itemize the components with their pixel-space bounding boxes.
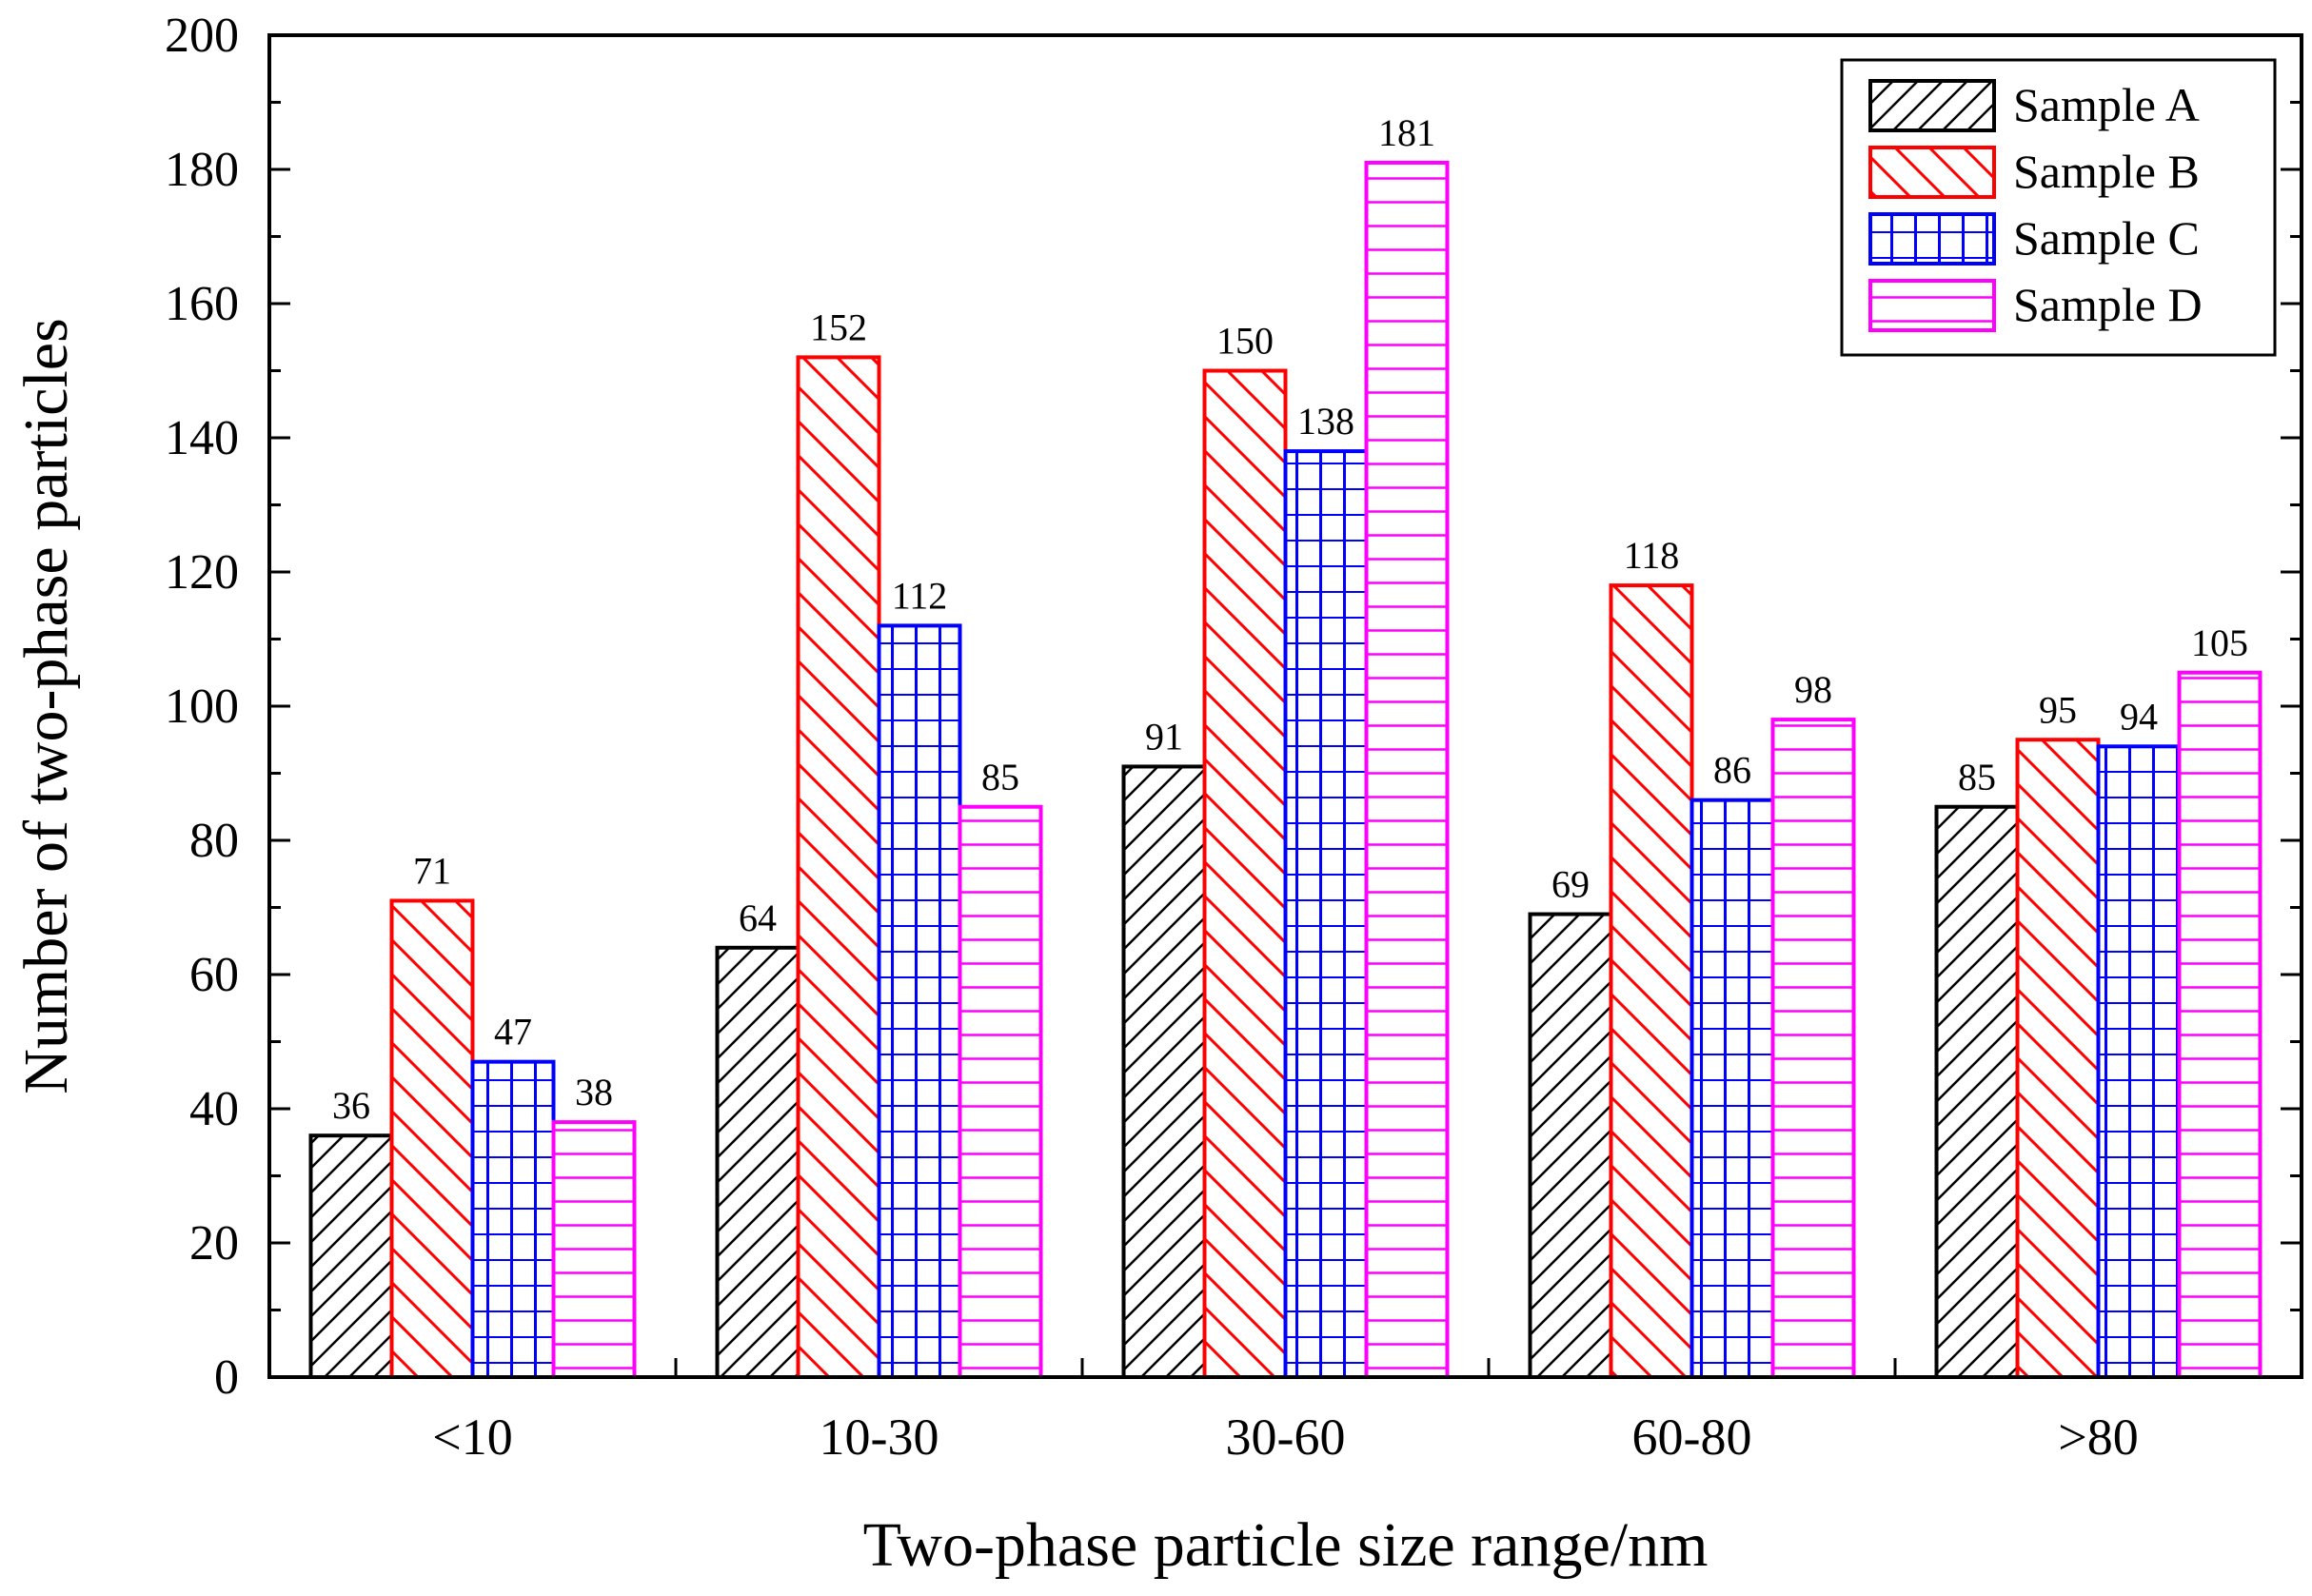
data-label: 105 xyxy=(2191,621,2248,664)
data-label: 94 xyxy=(2120,695,2158,738)
data-label: 38 xyxy=(575,1071,613,1113)
y-axis-title: Number of two-phase particles xyxy=(11,318,81,1094)
bars-layer xyxy=(308,160,2263,1380)
data-label: 181 xyxy=(1378,111,1435,154)
legend-swatch xyxy=(1868,212,1996,266)
data-label: 118 xyxy=(1624,534,1680,577)
bar-sample-a-0 xyxy=(308,1133,394,1379)
bar-sample-c-3 xyxy=(1690,798,1775,1379)
bar-sample-b-3 xyxy=(1609,583,1694,1379)
data-label: 86 xyxy=(1713,749,1751,792)
y-tick-label: 40 xyxy=(189,1082,239,1136)
data-label: 69 xyxy=(1551,863,1590,906)
data-label: 47 xyxy=(494,1011,532,1054)
data-label: 91 xyxy=(1145,715,1183,758)
bar-sample-a-3 xyxy=(1528,912,1613,1379)
x-tick-label: 30-60 xyxy=(1226,1409,1346,1466)
data-label: 98 xyxy=(1794,668,1832,711)
data-label: 112 xyxy=(892,574,948,617)
legend-swatch xyxy=(1868,279,1996,332)
bar-sample-d-3 xyxy=(1770,718,1856,1379)
data-label: 71 xyxy=(413,849,451,892)
legend-swatch xyxy=(1868,79,1996,132)
legend-entry: Sample B xyxy=(2013,145,2200,198)
y-tick-label: 100 xyxy=(165,680,239,734)
data-label: 85 xyxy=(1958,756,1996,798)
bar-sample-b-0 xyxy=(389,898,475,1379)
legend-entry: Sample A xyxy=(2013,78,2200,131)
bar-sample-d-4 xyxy=(2177,670,2263,1379)
axes-layer: 0 20 40 60 80 100 120 140 160 180 200 <10 10-30 30-60… xyxy=(165,9,2302,1466)
value-labels-layer: 36 64 91 69 85 71 152 150 118 95 47 112 138 86 94 38 85 1… xyxy=(332,111,2248,1127)
bar-sample-c-0 xyxy=(470,1059,556,1380)
x-tick-label: 10-30 xyxy=(820,1409,939,1466)
bar-sample-d-2 xyxy=(1364,160,1450,1380)
y-tick-label: 200 xyxy=(165,9,239,63)
data-label: 152 xyxy=(810,305,867,348)
legend: Sample A Sample B Sample C Sample D xyxy=(1840,58,2277,357)
x-axis-title: Two-phase particle size range/nm xyxy=(863,1510,1709,1580)
data-label: 64 xyxy=(739,897,777,939)
y-tick-label: 60 xyxy=(189,948,239,1002)
y-tick-label: 0 xyxy=(214,1350,239,1405)
y-tick-label: 140 xyxy=(165,411,239,465)
y-tick-label: 20 xyxy=(189,1216,239,1271)
bar-sample-b-1 xyxy=(796,355,881,1379)
data-label: 36 xyxy=(332,1084,370,1127)
bar-sample-a-2 xyxy=(1121,764,1207,1379)
data-label: 138 xyxy=(1297,400,1354,443)
bar-sample-d-0 xyxy=(551,1120,637,1379)
y-tick-label: 120 xyxy=(165,545,239,600)
bar-sample-a-4 xyxy=(1934,804,2020,1379)
bar-sample-c-2 xyxy=(1283,449,1369,1380)
bar-sample-b-2 xyxy=(1202,368,1288,1379)
data-label: 150 xyxy=(1216,320,1274,363)
bar-sample-c-1 xyxy=(877,623,962,1379)
x-tick-label: 60-80 xyxy=(1632,1409,1752,1466)
legend-entry: Sample C xyxy=(2013,211,2200,265)
legend-entry: Sample D xyxy=(2013,278,2203,331)
bar-sample-d-1 xyxy=(958,804,1043,1379)
legend-swatch xyxy=(1868,146,1996,199)
y-tick-label: 80 xyxy=(189,814,239,868)
bar-sample-b-4 xyxy=(2015,738,2101,1379)
y-tick-label: 180 xyxy=(165,143,239,197)
data-label: 95 xyxy=(2039,688,2077,731)
y-tick-label: 160 xyxy=(165,277,239,331)
x-tick-label: <10 xyxy=(432,1409,512,1466)
bar-sample-a-1 xyxy=(715,945,800,1379)
x-tick-label: >80 xyxy=(2058,1409,2138,1466)
data-label: 85 xyxy=(981,756,1019,798)
bar-sample-c-4 xyxy=(2096,744,2182,1379)
